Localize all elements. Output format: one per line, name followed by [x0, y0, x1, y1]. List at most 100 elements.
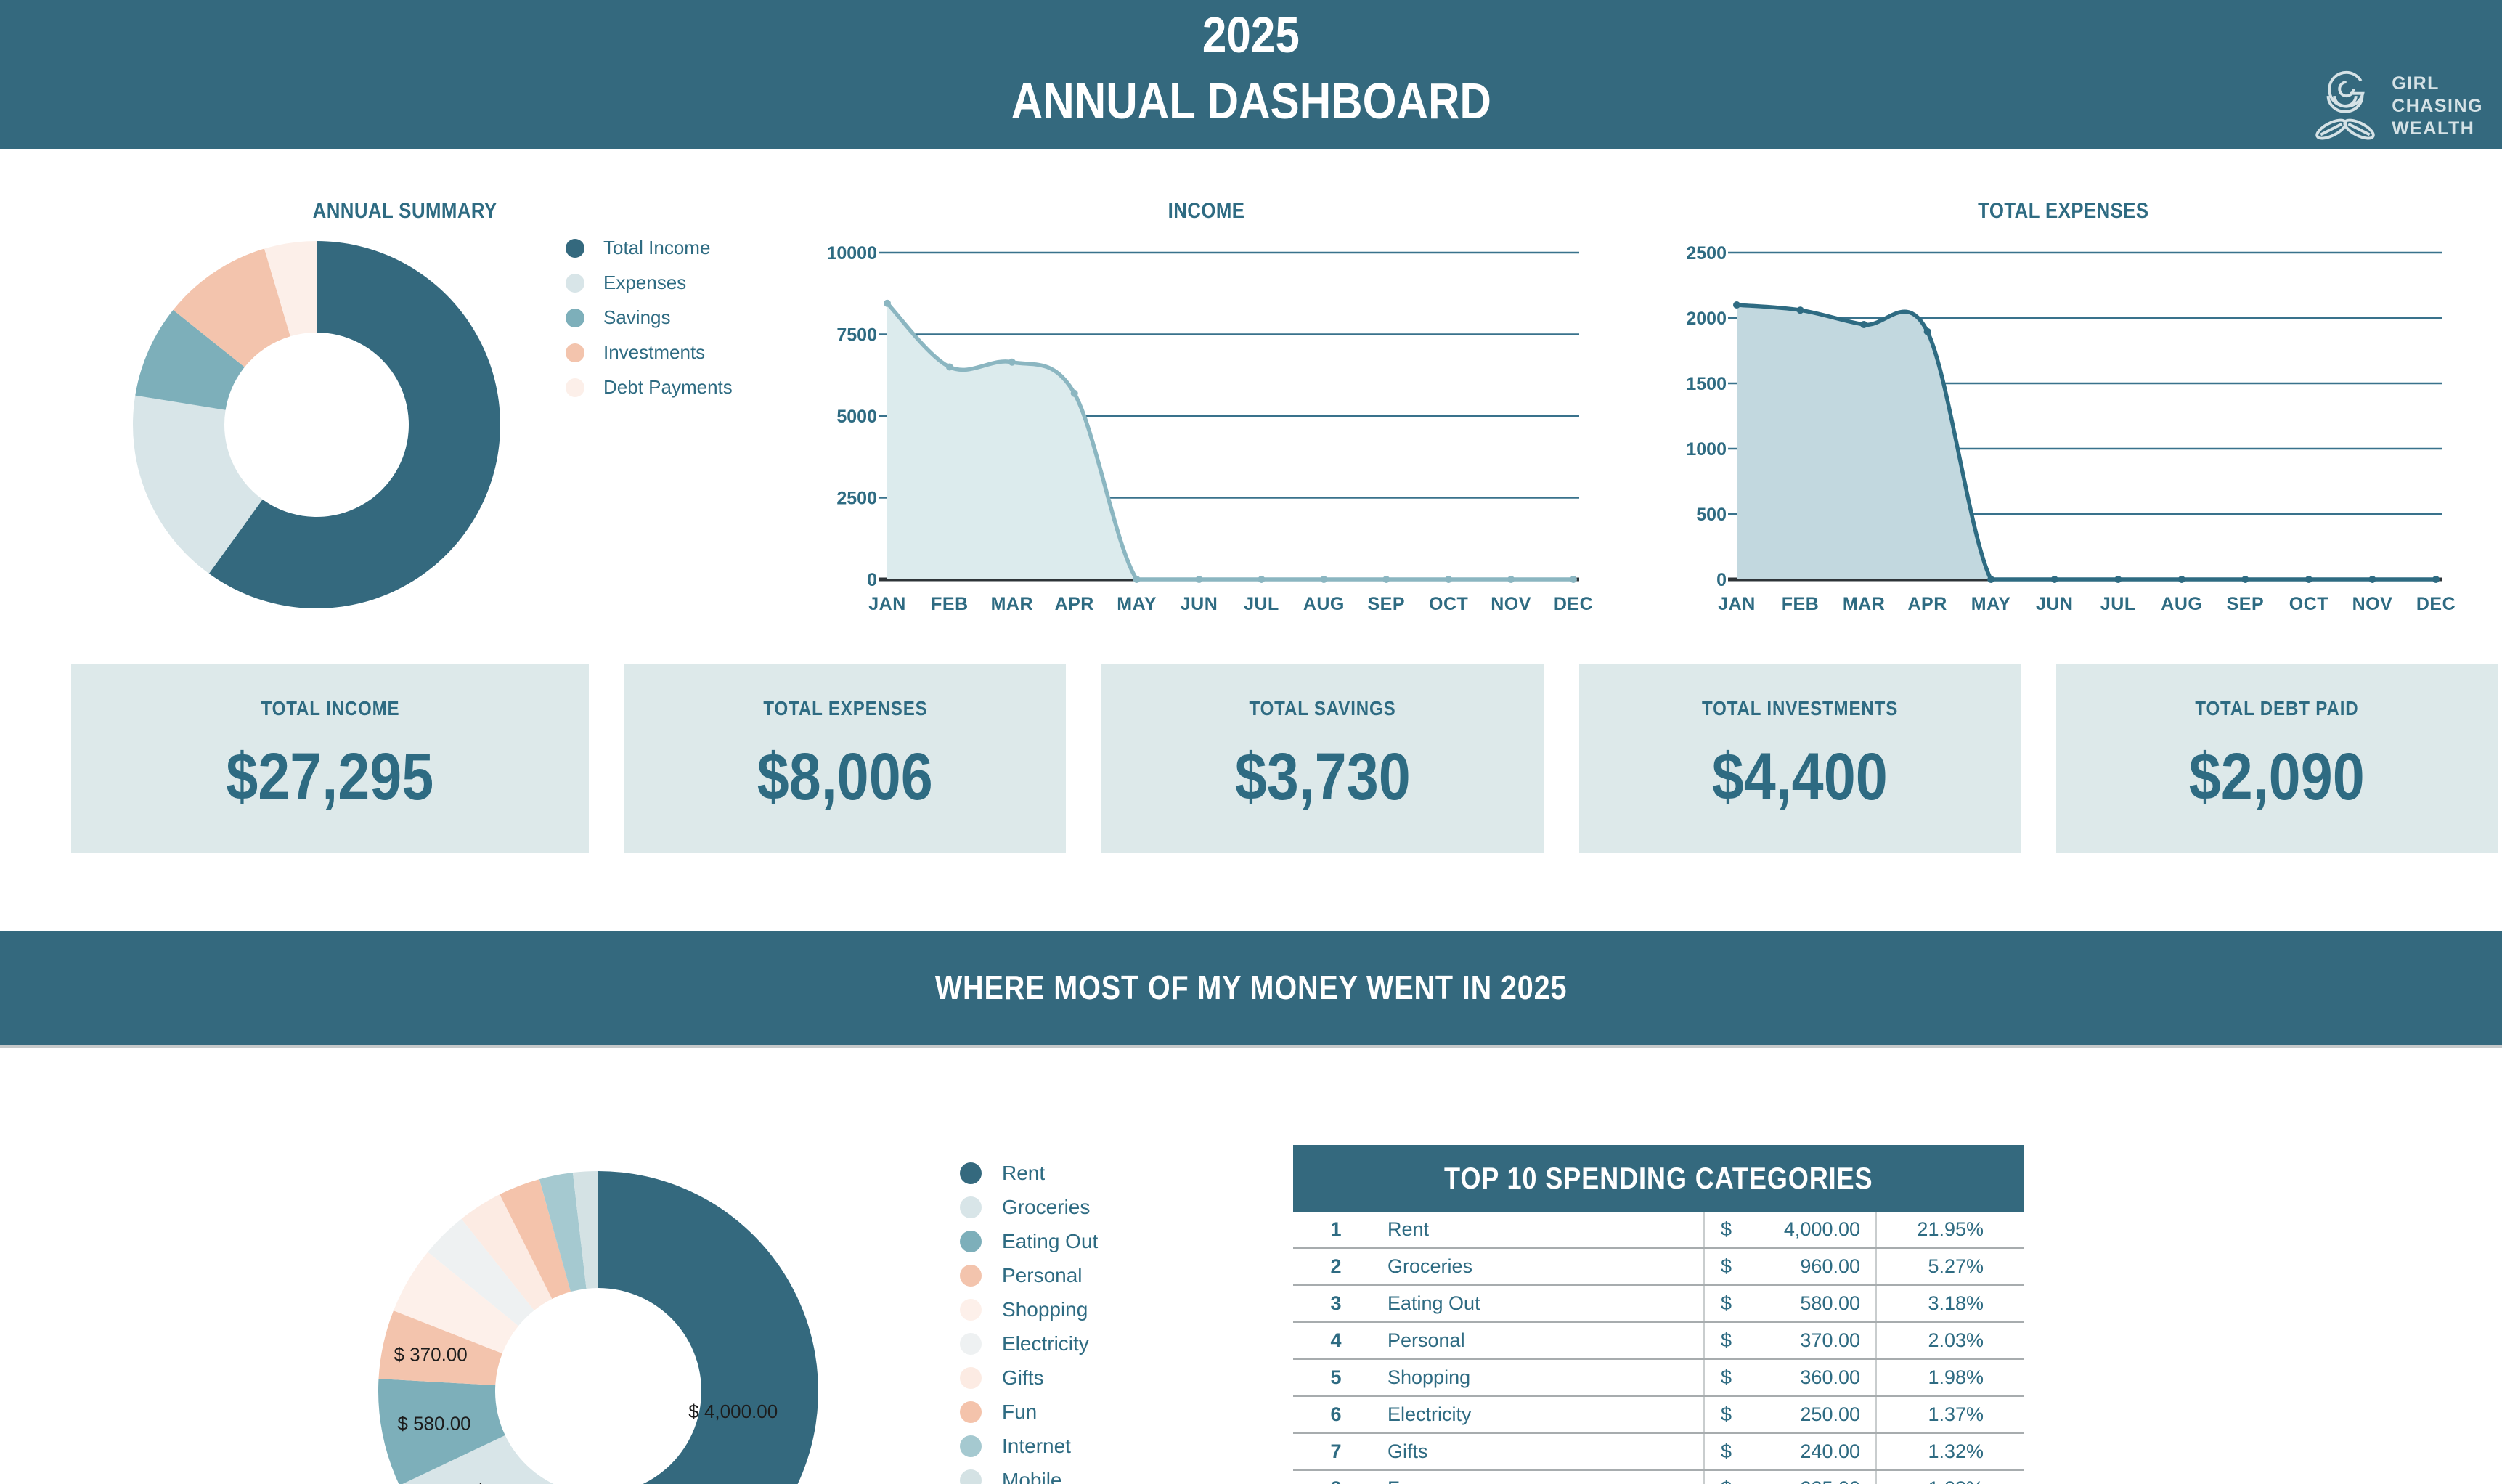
legend-item-internet: Internet: [960, 1435, 1098, 1458]
x-tick-mar: MAR: [991, 594, 1033, 614]
table-row-fun: 8Fun$225.001.23%: [1293, 1471, 2024, 1484]
percent-cell: 5.27%: [1875, 1249, 2024, 1284]
rank-cell: 3: [1330, 1292, 1342, 1314]
amount-value: 225.00: [1800, 1477, 1860, 1484]
amount-value: 960.00: [1800, 1255, 1860, 1277]
x-tick-dec: DEC: [2416, 594, 2456, 614]
investments-legend-dot: [566, 343, 584, 362]
card-label: TOTAL INCOME: [261, 697, 399, 719]
legend-label: Gifts: [1002, 1366, 1044, 1389]
electricity-slice: [428, 1218, 534, 1326]
y-tick-2500: 2500: [836, 489, 877, 509]
currency-symbol: $: [1721, 1440, 1732, 1462]
annual-summary-title: ANNUAL SUMMARY: [313, 199, 497, 223]
currency-symbol: $: [1721, 1292, 1732, 1314]
legend-item-electricity: Electricity: [960, 1332, 1098, 1355]
currency-symbol: $: [1721, 1366, 1732, 1388]
data-point-jan: [1733, 301, 1740, 309]
amount-cell: $360.00: [1703, 1360, 1875, 1395]
electricity-legend-dot: [960, 1333, 982, 1355]
card-label: TOTAL INVESTMENTS: [1701, 697, 1898, 719]
savings-legend-dot: [566, 308, 584, 327]
y-tick-0: 0: [1716, 570, 1727, 590]
legend-item-shopping: Shopping: [960, 1298, 1098, 1321]
data-point-may: [1987, 576, 1995, 583]
currency-symbol: $: [1721, 1477, 1732, 1484]
y-tick-0: 0: [867, 570, 877, 590]
category-cell: Rent: [1387, 1218, 1430, 1240]
section-banner: WHERE MOST OF MY MONEY WENT IN 2025: [0, 931, 2502, 1048]
summary-card-total-expenses: TOTAL EXPENSES $8,006: [624, 664, 1067, 853]
legend-item-personal: Personal: [960, 1264, 1098, 1287]
summary-card-total-debt-paid: TOTAL DEBT PAID $2,090: [2055, 664, 2498, 853]
x-tick-nov: NOV: [2352, 594, 2393, 614]
spending-legend: Rent Groceries Eating Out Personal Shopping E…: [960, 1162, 1098, 1484]
x-tick-apr: APR: [1055, 594, 1094, 614]
x-tick-dec: DEC: [1554, 594, 1593, 614]
page-title: ANNUAL DASHBOARD: [1011, 73, 1491, 129]
data-point-nov: [1507, 576, 1515, 583]
y-tick-10000: 10000: [826, 243, 877, 264]
summary-card-total-income: TOTAL INCOME $27,295: [71, 664, 589, 853]
legend-item-investments: Investments: [566, 341, 733, 364]
amount-value: 580.00: [1800, 1292, 1860, 1314]
amount-cell: $240.00: [1703, 1434, 1875, 1469]
legend-label: Investments: [603, 341, 706, 363]
mobile-slice: [572, 1171, 598, 1289]
x-tick-jul: JUL: [1244, 594, 1279, 614]
total-income-slice: [208, 241, 500, 608]
data-point-mar: [1860, 321, 1868, 328]
legend-label: Expenses: [603, 272, 687, 293]
expenses-area-chart: 0 500 1000 1500 2000 2500 JAN FEB MAR APR MAY JUN JU…: [1663, 218, 2502, 624]
spending-table: TOP 10 SPENDING CATEGORIES 1 Rent $4,000.0…: [1293, 1145, 2024, 1484]
data-point-mar: [1008, 358, 1016, 366]
table-row-electricity: 6 Electricity $250.00 1.37%: [1293, 1397, 2024, 1434]
y-tick-7500: 7500: [836, 325, 877, 346]
amount-cell: $580.00: [1703, 1286, 1875, 1321]
legend-label: Savings: [603, 306, 671, 328]
legend-item-savings: Savings: [566, 306, 733, 329]
currency-symbol: $: [1721, 1329, 1732, 1351]
legend-item-fun: Fun: [960, 1401, 1098, 1424]
fun-slice: [500, 1179, 571, 1300]
debt-payments-legend-dot: [566, 378, 584, 397]
donut2-svg: $ 4,000.00 $ 960.00 $ 580.00 $ 370.00: [378, 1171, 818, 1484]
data-point-dec: [2432, 576, 2440, 583]
total-income-legend-dot: [566, 238, 584, 258]
percent-cell: 2.03%: [1875, 1323, 2024, 1358]
income-area-chart: 0 2500 5000 7500 10000 JAN FEB MAR APR MAY JUN JUL A…: [813, 218, 1626, 624]
investments-slice: [173, 248, 290, 367]
summary-card-total-investments: TOTAL INVESTMENTS $4,400: [1578, 664, 2021, 853]
percent-cell: 1.37%: [1875, 1397, 2024, 1432]
header-year: 2025: [1202, 7, 1300, 63]
legend-label: Groceries: [1002, 1196, 1091, 1218]
data-point-jan: [884, 299, 891, 307]
debt-payments-slice: [264, 241, 317, 337]
table-row-rent: 1 Rent $4,000.00 21.95%: [1293, 1212, 2024, 1249]
groceries-legend-dot: [960, 1196, 982, 1218]
legend-label: Rent: [1002, 1162, 1046, 1184]
amount-cell: $250.00: [1703, 1397, 1875, 1432]
card-value: $4,400: [1711, 740, 1888, 814]
brand-name: GIRL CHASING WEALTH: [2392, 73, 2483, 140]
legend-item-expenses: Expenses: [566, 272, 733, 294]
summary-cards-row: TOTAL INCOME $27,295 TOTAL EXPENSES $8,006 T…: [71, 664, 2498, 853]
data-point-feb: [945, 363, 953, 371]
fun-legend-dot: [960, 1401, 982, 1423]
currency-symbol: $: [1721, 1403, 1732, 1425]
annual-summary-legend: Total Income Expenses Savings Investments De…: [566, 237, 733, 411]
legend-label: Mobile: [1002, 1469, 1062, 1484]
income-chart-title: INCOME: [1168, 199, 1244, 223]
amount-value: 250.00: [1800, 1403, 1860, 1425]
card-value: $3,730: [1234, 740, 1411, 814]
eating-out-slice: [378, 1379, 505, 1484]
x-tick-may: MAY: [1971, 594, 2011, 614]
legend-label: Internet: [1002, 1435, 1071, 1457]
data-point-jul: [1258, 576, 1266, 583]
card-value: $27,295: [226, 740, 434, 814]
eating-out-slice-label: $ 580.00: [397, 1412, 470, 1434]
data-point-apr: [1070, 389, 1078, 397]
legend-item-mobile: Mobile: [960, 1469, 1098, 1484]
x-tick-jan: JAN: [1718, 594, 1756, 614]
personal-slice-label: $ 370.00: [394, 1344, 468, 1366]
